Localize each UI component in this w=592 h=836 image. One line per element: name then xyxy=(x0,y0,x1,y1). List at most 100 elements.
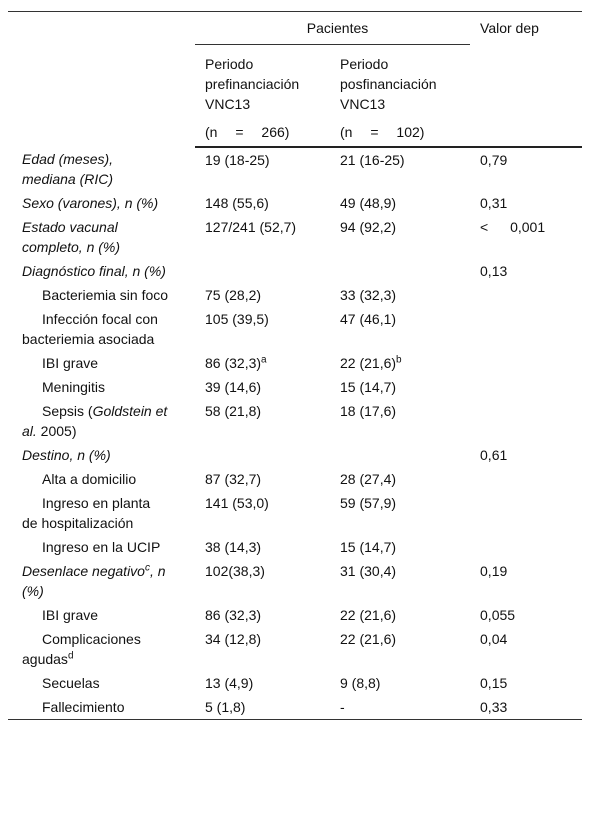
cell-text: Fallecimiento xyxy=(42,699,125,715)
table-body: Pacientes Valor dep Periodo prefinanciac… xyxy=(8,11,583,720)
table-row: Sexo (varones), n (%) 148 (55,6) 49 (48,9)… xyxy=(8,191,582,215)
table-row: IBI grave 86 (32,3) 22 (21,6) 0,055 xyxy=(8,603,582,627)
table-row: Ingreso en la UCIP 38 (14,3) 15 (14,7) xyxy=(8,535,582,559)
p-value xyxy=(470,351,582,375)
cell: 87 (32,7) xyxy=(195,467,330,491)
header-pvalue: Valor dep xyxy=(480,20,539,36)
cell-text: 105 (39,5) xyxy=(205,311,269,327)
cell-text: 21 (16-25) xyxy=(340,152,405,168)
cell-text: 38 (14,3) xyxy=(205,539,262,555)
cell-text: Meningitis xyxy=(42,379,106,395)
row-label: Secuelas xyxy=(8,671,195,695)
cell-text: 141 (53,0) xyxy=(205,495,269,511)
cell: 31 (30,4) xyxy=(330,559,470,603)
cell: 19 (18-25) xyxy=(195,147,330,191)
cell-text: Destino, n (%) xyxy=(22,447,111,463)
header-col: Periodo posfinanciación VNC13 xyxy=(340,56,437,112)
table-row: Bacteriemia sin foco 75 (28,2) 33 (32,3) xyxy=(8,283,582,307)
cell: - xyxy=(330,695,470,720)
cell-text: Estado vacunal completo, n (%) xyxy=(22,219,121,255)
cell-text: 58 (21,8) xyxy=(205,403,262,419)
cell-text: 15 (14,7) xyxy=(340,379,397,395)
row-label: Fallecimiento xyxy=(8,695,195,720)
cell-text: Diagnóstico final, n (%) xyxy=(22,263,166,279)
cell: 5 (1,8) xyxy=(195,695,330,720)
cell: 33 (32,3) xyxy=(330,283,470,307)
cell-text: 49 (48,9) xyxy=(340,195,397,211)
cell-text: IBI grave xyxy=(42,355,99,371)
cell-text: 102(38,3) xyxy=(205,563,265,579)
p-value xyxy=(470,283,582,307)
cell-text: 94 (92,2) xyxy=(340,219,397,235)
cell-text: 127/241 (52,7) xyxy=(205,219,297,235)
cell: 59 (57,9) xyxy=(330,491,470,535)
cell-text: 0,19 xyxy=(480,563,508,579)
header-cell xyxy=(8,12,195,148)
cell-text: < 0,001 xyxy=(480,219,546,235)
row-label: Complicaciones agudasd xyxy=(8,627,195,671)
cell-text: Complicaciones agudas xyxy=(22,631,141,667)
cell-text: IBI grave xyxy=(42,607,99,623)
cell-text: 34 (12,8) xyxy=(205,631,262,647)
table-row: Sepsis (Goldstein et al. 2005) 58 (21,8) 1… xyxy=(8,399,582,443)
table-row: Alta a domicilio 87 (32,7) 28 (27,4) xyxy=(8,467,582,491)
cell: 127/241 (52,7) xyxy=(195,215,330,259)
cell xyxy=(195,259,330,283)
cell-text: 22 (21,6) xyxy=(340,355,397,371)
row-label: Meningitis xyxy=(8,375,195,399)
row-label: Ingreso en planta de hospitalización xyxy=(8,491,195,535)
row-label: Estado vacunal completo, n (%) xyxy=(8,215,195,259)
cell-text: 0,61 xyxy=(480,447,508,463)
footnote-mark: c xyxy=(144,562,150,574)
cell-text: 22 (21,6) xyxy=(340,631,397,647)
p-value: 0,33 xyxy=(470,695,582,720)
row-label: Destino, n (%) xyxy=(8,443,195,467)
cell: 86 (32,3) xyxy=(195,603,330,627)
table-row: Secuelas 13 (4,9) 9 (8,8) 0,15 xyxy=(8,671,582,695)
cell: 9 (8,8) xyxy=(330,671,470,695)
cell: 21 (16-25) xyxy=(330,147,470,191)
cell-text: 5 (1,8) xyxy=(205,699,246,715)
cell: 28 (27,4) xyxy=(330,467,470,491)
cell: 47 (46,1) xyxy=(330,307,470,351)
cell-text: 0,33 xyxy=(480,699,508,715)
header-group: Pacientes xyxy=(195,11,471,45)
p-value: 0,79 xyxy=(470,147,582,191)
cell-text: 75 (28,2) xyxy=(205,287,262,303)
footnote-mark: d xyxy=(67,650,74,662)
cell-text: 22 (21,6) xyxy=(340,607,397,623)
cell-text: 59 (57,9) xyxy=(340,495,397,511)
cell-text: Alta a domicilio xyxy=(42,471,137,487)
cell: 75 (28,2) xyxy=(195,283,330,307)
table-row: Infección focal con bacteriemia asociada… xyxy=(8,307,582,351)
p-value: 0,13 xyxy=(470,259,582,283)
cell-text: 13 (4,9) xyxy=(205,675,254,691)
p-value xyxy=(470,375,582,399)
p-value xyxy=(470,307,582,351)
cell-text: Ingreso en planta de hospitalización xyxy=(22,495,151,531)
table-row: Ingreso en planta de hospitalización 141 … xyxy=(8,491,582,535)
cell: 39 (14,6) xyxy=(195,375,330,399)
cell-text: 2005) xyxy=(36,423,77,439)
cell-text: 39 (14,6) xyxy=(205,379,262,395)
table-row: Estado vacunal completo, n (%) 127/241 (5… xyxy=(8,215,582,259)
cell-text: Edad (meses), mediana (RIC) xyxy=(22,151,114,187)
cell-text: 0,15 xyxy=(480,675,508,691)
cell: 22 (21,6)b xyxy=(330,351,470,375)
row-label: Infección focal con bacteriemia asociada xyxy=(8,307,195,351)
cell: 141 (53,0) xyxy=(195,491,330,535)
p-value: 0,04 xyxy=(470,627,582,671)
cell-text: Ingreso en la UCIP xyxy=(42,539,161,555)
cell-text: Sexo (varones), n (%) xyxy=(22,195,159,211)
table-row: Complicaciones agudasd 34 (12,8) 22 (21,6)… xyxy=(8,627,582,671)
cell: 22 (21,6) xyxy=(330,603,470,627)
p-value xyxy=(470,399,582,443)
row-label: IBI grave xyxy=(8,603,195,627)
cell-text: 33 (32,3) xyxy=(340,287,397,303)
footnote-mark: a xyxy=(261,354,267,366)
header-n: (n = 266) xyxy=(195,116,330,148)
cell xyxy=(330,259,470,283)
row-label: Sexo (varones), n (%) xyxy=(8,191,195,215)
cell: 49 (48,9) xyxy=(330,191,470,215)
table-row: Destino, n (%) 0,61 xyxy=(8,443,582,467)
